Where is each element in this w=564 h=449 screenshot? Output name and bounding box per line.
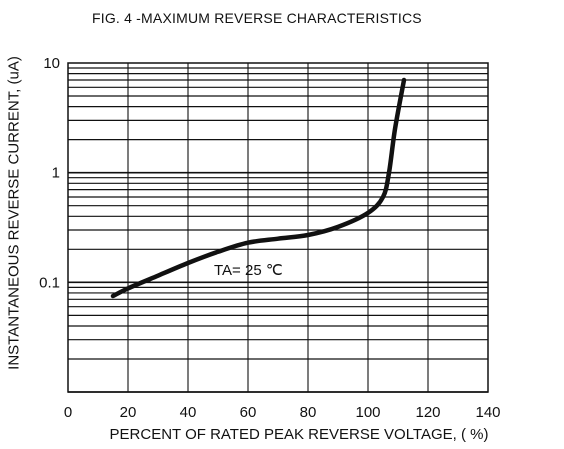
x-axis-label: PERCENT OF RATED PEAK REVERSE VOLTAGE, (… bbox=[109, 426, 489, 443]
y-tick-label: 10 bbox=[43, 55, 60, 72]
x-tick-label: 0 bbox=[64, 404, 72, 421]
x-tick-label: 20 bbox=[120, 404, 137, 421]
y-axis-label: INSTANTANEOUS REVERSE CURRENT, (uA) bbox=[5, 56, 23, 370]
plot-frame bbox=[67, 62, 489, 393]
x-tick-label: 60 bbox=[240, 404, 257, 421]
tick-labels: 0 20 40 60 80 100 120 140 10 1 0.1 bbox=[39, 55, 500, 421]
chart-title: FIG. 4 -MAXIMUM REVERSE CHARACTERISTICS bbox=[92, 10, 422, 26]
grid-lines bbox=[68, 63, 488, 393]
x-tick-label: 120 bbox=[415, 404, 440, 421]
x-tick-label: 80 bbox=[300, 404, 317, 421]
x-tick-label: 140 bbox=[475, 404, 500, 421]
temperature-annotation: TA= 25 ℃ bbox=[214, 262, 283, 279]
series-curves bbox=[110, 77, 407, 299]
y-tick-label: 0.1 bbox=[39, 274, 60, 291]
x-tick-label: 100 bbox=[355, 404, 380, 421]
y-tick-label: 1 bbox=[52, 165, 60, 182]
x-tick-label: 40 bbox=[180, 404, 197, 421]
reverse-current-curve bbox=[110, 77, 407, 299]
